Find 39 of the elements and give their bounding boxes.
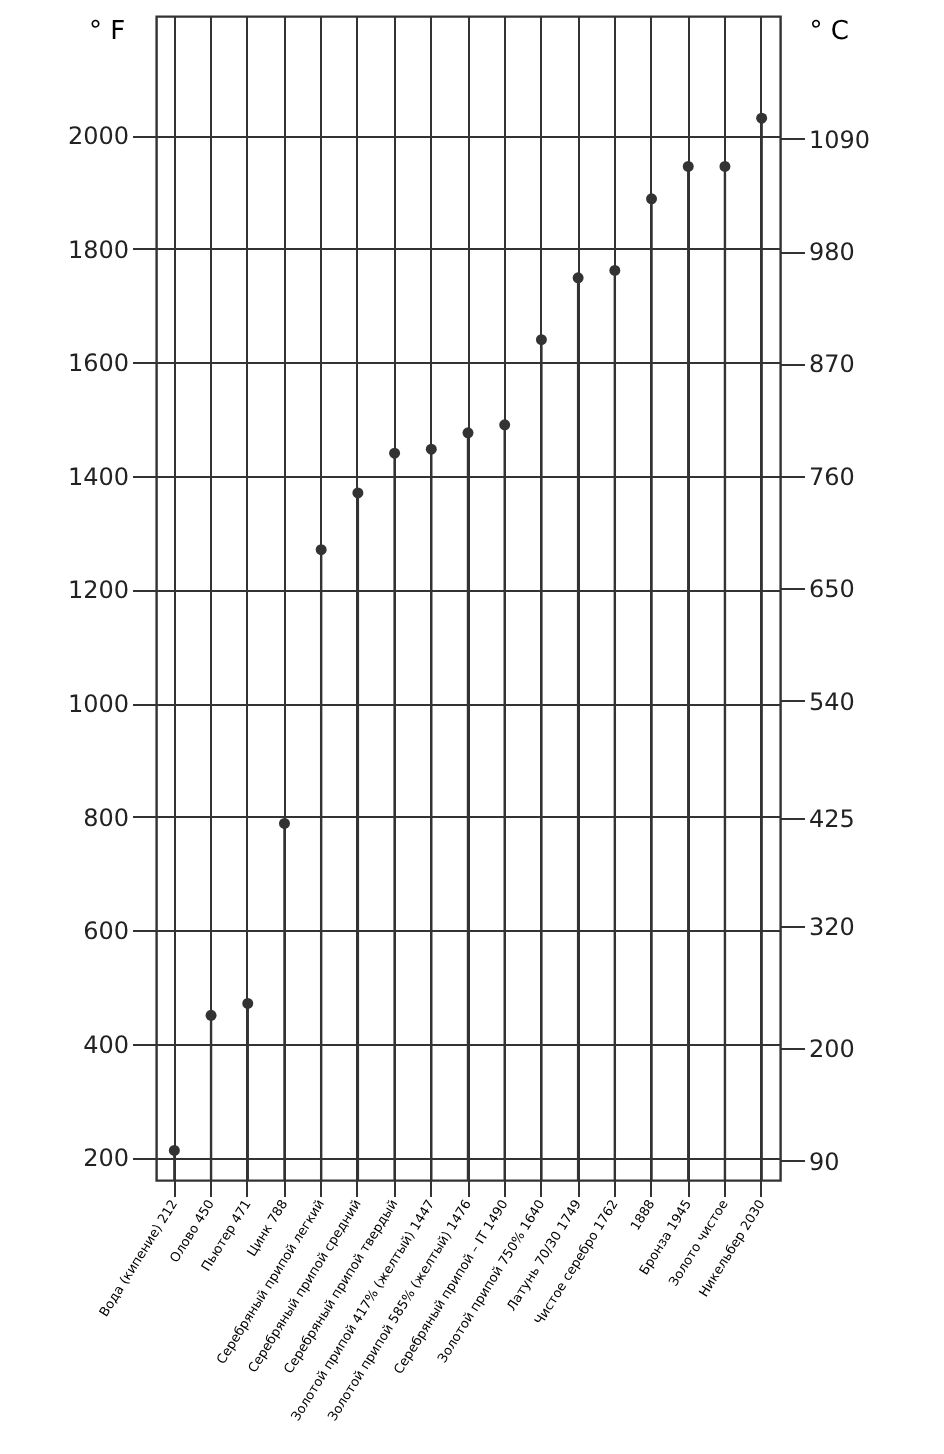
y-tick-label: 2000 [67,122,129,151]
y-tick-label: 1000 [67,690,129,719]
point [389,447,401,459]
y-axis-title: ° F [89,17,126,47]
y2-tick-label: 870 [809,350,855,379]
point [682,161,694,172]
point [242,997,254,1009]
y2-tick-label: 90 [809,1147,840,1176]
y2-tick-label: 540 [809,687,855,716]
point [535,334,547,346]
y2-tick-label: 980 [809,238,855,267]
point [572,272,584,284]
point [205,1009,217,1021]
y-tick-label: 400 [83,1030,129,1059]
point [462,427,474,439]
y2-axis-title: ° C [809,17,849,47]
point [756,112,768,124]
y-tick-label: 1800 [67,235,129,264]
y-tick-label: 1400 [67,462,129,491]
y2-tick-label: 760 [809,462,855,491]
point [352,487,364,499]
point [646,193,658,205]
y-tick-label: 200 [83,1144,129,1173]
point [609,264,621,276]
y-tick-label: 800 [83,803,129,832]
y2-tick-label: 650 [809,575,855,604]
point [315,544,327,556]
y-tick-label: 600 [83,917,129,946]
y2-tick-label: 320 [809,912,855,941]
y2-tick-label: 1090 [809,125,871,154]
y2-tick-label: 425 [809,805,855,834]
point [499,419,511,431]
y-tick-label: 1200 [67,576,129,605]
point [425,443,437,455]
y2-tick-label: 200 [809,1035,855,1064]
y-tick-label: 1600 [67,349,129,378]
point [719,161,731,172]
point [168,1145,180,1156]
point [278,817,290,829]
